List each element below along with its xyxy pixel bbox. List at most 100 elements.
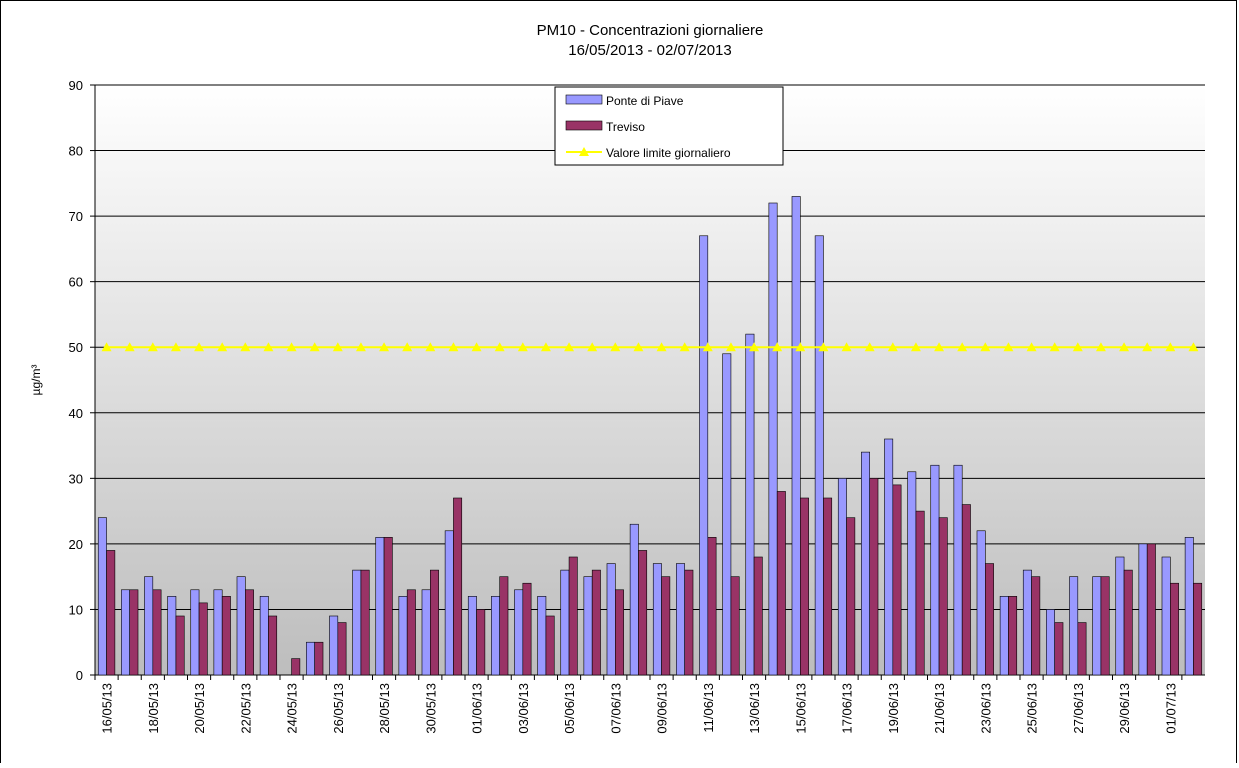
x-tick-label: 28/05/13 xyxy=(377,683,392,734)
y-tick-label: 40 xyxy=(69,406,83,421)
bar xyxy=(892,484,902,676)
y-tick-label: 70 xyxy=(69,209,83,224)
bar xyxy=(476,609,486,676)
bar xyxy=(129,589,139,676)
x-tick-label: 23/06/13 xyxy=(978,683,993,734)
limit-marker xyxy=(679,342,690,352)
limit-marker xyxy=(633,342,644,352)
bar xyxy=(699,235,709,676)
legend-swatch xyxy=(565,94,603,105)
bar xyxy=(1193,582,1203,676)
bar xyxy=(499,576,509,676)
legend-label: Valore limite giornaliero xyxy=(606,146,731,160)
limit-marker xyxy=(379,342,390,352)
bar xyxy=(453,497,463,676)
bar xyxy=(491,596,500,676)
y-tick-label: 0 xyxy=(76,668,83,683)
limit-marker xyxy=(656,342,667,352)
bar xyxy=(175,615,185,676)
bar xyxy=(884,438,894,676)
x-tick-label: 25/06/13 xyxy=(1025,683,1040,734)
bar xyxy=(383,537,393,676)
limit-marker xyxy=(147,342,158,352)
y-tick-label: 10 xyxy=(69,602,83,617)
bar xyxy=(961,504,971,676)
bar xyxy=(1022,569,1032,676)
limit-marker xyxy=(841,342,852,352)
limit-marker xyxy=(263,342,274,352)
bar xyxy=(1161,556,1171,676)
limit-marker xyxy=(980,342,991,352)
limit-marker xyxy=(425,342,436,352)
y-tick-label: 50 xyxy=(69,340,83,355)
legend: Ponte di Piave Treviso Valore limite giorn… xyxy=(554,86,784,166)
bar xyxy=(97,517,107,676)
x-tick-label: 21/06/13 xyxy=(932,683,947,734)
limit-marker xyxy=(332,342,343,352)
bar xyxy=(583,576,593,676)
bar xyxy=(707,537,717,676)
x-tick-label: 01/07/13 xyxy=(1163,683,1178,734)
bar xyxy=(236,576,246,676)
limit-marker xyxy=(170,342,181,352)
bar xyxy=(545,615,555,676)
limit-marker xyxy=(1003,342,1014,352)
bar xyxy=(629,523,639,676)
limit-marker xyxy=(910,342,921,352)
y-tick-label: 60 xyxy=(69,275,83,290)
bar xyxy=(915,510,925,676)
limit-marker xyxy=(124,342,135,352)
bar xyxy=(1077,622,1087,676)
y-tick-label: 90 xyxy=(69,78,83,93)
limit-marker xyxy=(540,342,551,352)
x-tick-label: 24/05/13 xyxy=(285,683,300,734)
bar xyxy=(800,497,809,676)
bar xyxy=(352,569,362,676)
limit-marker xyxy=(355,342,366,352)
bar xyxy=(144,576,154,676)
bar xyxy=(1008,596,1018,676)
bar xyxy=(245,589,254,676)
y-axis-label: µg/m³ xyxy=(29,365,43,396)
bar xyxy=(337,622,347,676)
bar xyxy=(406,589,416,676)
bar xyxy=(938,517,948,676)
bar xyxy=(861,451,870,676)
limit-marker xyxy=(887,342,898,352)
limit-marker xyxy=(772,342,783,352)
bar xyxy=(676,563,685,676)
limit-marker xyxy=(725,342,736,352)
y-tick-label: 30 xyxy=(69,471,83,486)
limit-marker xyxy=(517,342,528,352)
limit-marker xyxy=(610,342,621,352)
bar xyxy=(467,596,477,676)
x-tick-label: 27/06/13 xyxy=(1071,683,1086,734)
bar xyxy=(514,589,524,676)
bar xyxy=(360,569,370,676)
bar xyxy=(568,556,578,676)
x-tick-label: 05/06/13 xyxy=(562,683,577,734)
limit-marker xyxy=(587,342,598,352)
bar xyxy=(684,569,694,676)
bar xyxy=(1115,556,1125,676)
bar xyxy=(198,602,208,676)
x-tick-label: 13/06/13 xyxy=(747,683,762,734)
bar xyxy=(823,497,833,676)
bar xyxy=(1146,543,1156,676)
x-tick-label: 20/05/13 xyxy=(192,683,207,734)
bar xyxy=(1031,576,1041,676)
bar xyxy=(722,353,732,676)
limit-marker xyxy=(448,342,459,352)
bar xyxy=(985,563,994,676)
x-tick-label: 22/05/13 xyxy=(238,683,253,734)
bar xyxy=(522,582,532,676)
limit-marker xyxy=(864,342,875,352)
bar xyxy=(213,589,223,676)
limit-marker xyxy=(957,342,968,352)
limit-marker xyxy=(1026,342,1037,352)
limit-marker xyxy=(818,342,829,352)
bar xyxy=(1170,582,1179,676)
limit-marker xyxy=(564,342,575,352)
x-tick-label: 03/06/13 xyxy=(516,683,531,734)
